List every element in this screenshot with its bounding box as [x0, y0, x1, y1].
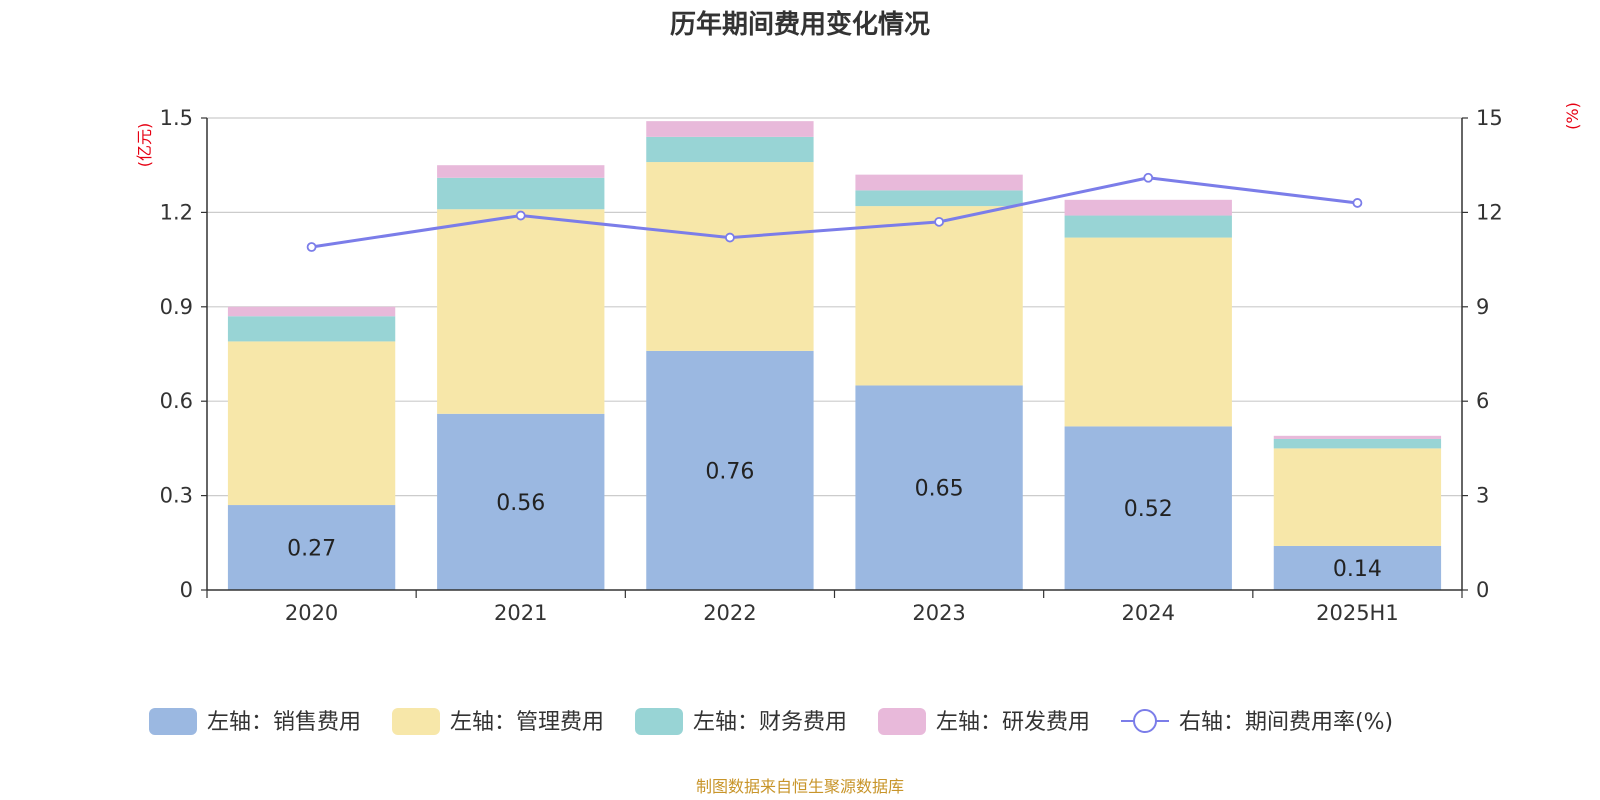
legend-circle-marker — [1133, 709, 1157, 733]
data-label: 0.76 — [705, 459, 754, 484]
left-axis-unit: (亿元) — [135, 123, 154, 168]
bar-segment-1 — [437, 413, 605, 590]
left-tick-label: 0.6 — [160, 389, 193, 413]
left-tick-label: 0.9 — [160, 295, 193, 319]
bar-segment-2 — [227, 341, 396, 506]
bar-segment-1 — [646, 350, 814, 590]
right-axis-unit: (%) — [1563, 102, 1582, 130]
x-tick-label: 2023 — [912, 601, 965, 625]
data-label: 0.65 — [915, 477, 964, 502]
data-labels: 0.27 0.56 0.76 0.65 0.52 0.14 — [287, 459, 1382, 582]
right-tick-label: 15 — [1476, 106, 1503, 130]
bar-series — [227, 121, 1442, 590]
bar-segment-2 — [646, 162, 814, 351]
legend: 左轴：销售费用 左轴：管理费用 左轴：财务费用 左轴：研发费用 右轴：期间费用率(%) — [149, 708, 1393, 735]
legend-label: 左轴：管理费用 — [450, 710, 604, 735]
left-tick-label: 0.3 — [160, 484, 193, 508]
line-point — [306, 242, 317, 252]
line-point — [1352, 198, 1363, 208]
x-tick-label: 2021 — [494, 601, 547, 625]
bar-segment-3 — [227, 316, 396, 342]
bar-segment-3 — [855, 190, 1023, 207]
bar-segment-3 — [1064, 215, 1232, 238]
line-point — [934, 216, 944, 227]
legend-label: 左轴：销售费用 — [207, 710, 361, 735]
line-point — [1143, 172, 1154, 183]
bar-segment-3 — [646, 136, 814, 163]
rate-line — [311, 176, 1358, 249]
right-tick-label: 9 — [1476, 295, 1489, 319]
right-tick-label: 0 — [1476, 578, 1489, 602]
chart-title: 历年期间费用变化情况 — [670, 9, 930, 40]
bar-segment-1 — [1273, 545, 1442, 590]
legend-swatch — [635, 708, 683, 735]
x-tick-label: 2025H1 — [1316, 601, 1399, 625]
legend-label: 右轴：期间费用率(%) — [1179, 710, 1393, 735]
legend-swatch — [149, 708, 197, 735]
bar-segment-4 — [1064, 199, 1232, 216]
right-tick-label: 12 — [1476, 200, 1503, 224]
line-series — [306, 172, 1363, 252]
bar-segment-2 — [1273, 448, 1442, 546]
source-note: 制图数据来自恒生聚源数据库 — [696, 777, 904, 796]
legend-swatch — [392, 708, 440, 735]
legend-label: 左轴：财务费用 — [693, 710, 847, 735]
bar-segment-4 — [437, 165, 605, 178]
data-label: 0.27 — [287, 537, 336, 562]
bar-segment-2 — [1064, 237, 1232, 427]
left-tick-label: 1.5 — [160, 106, 193, 130]
data-label: 0.52 — [1124, 497, 1173, 522]
bar-segment-1 — [1064, 426, 1232, 590]
bar-segment-2 — [437, 209, 605, 414]
grid-lines — [207, 117, 1462, 497]
left-tick-label: 1.2 — [160, 200, 193, 224]
bar-segment-3 — [437, 177, 605, 210]
bar-segment-1 — [855, 385, 1023, 590]
data-label: 0.14 — [1333, 557, 1382, 582]
bar-segment-4 — [227, 306, 396, 317]
x-tick-label: 2024 — [1122, 601, 1175, 625]
legend-swatch — [878, 708, 926, 735]
right-tick-label: 3 — [1476, 484, 1489, 508]
data-label: 0.56 — [496, 491, 545, 516]
bar-segment-3 — [1273, 438, 1442, 449]
bar-segment-1 — [227, 505, 396, 590]
bar-segment-2 — [855, 206, 1023, 386]
bar-segment-4 — [646, 121, 814, 137]
right-tick-label: 6 — [1476, 389, 1489, 413]
bar-segment-4 — [1273, 435, 1442, 439]
bar-segment-4 — [855, 174, 1023, 191]
axes: 0 0 0.3 3 0.6 6 0.9 9 1.2 12 1.5 15 2020 2021 2022 2023… — [160, 106, 1503, 625]
left-tick-label: 0 — [180, 578, 193, 602]
line-point — [725, 232, 735, 243]
legend-label: 左轴：研发费用 — [936, 710, 1090, 735]
x-tick-label: 2022 — [703, 601, 756, 625]
line-point — [515, 210, 526, 221]
x-tick-label: 2020 — [285, 601, 338, 625]
